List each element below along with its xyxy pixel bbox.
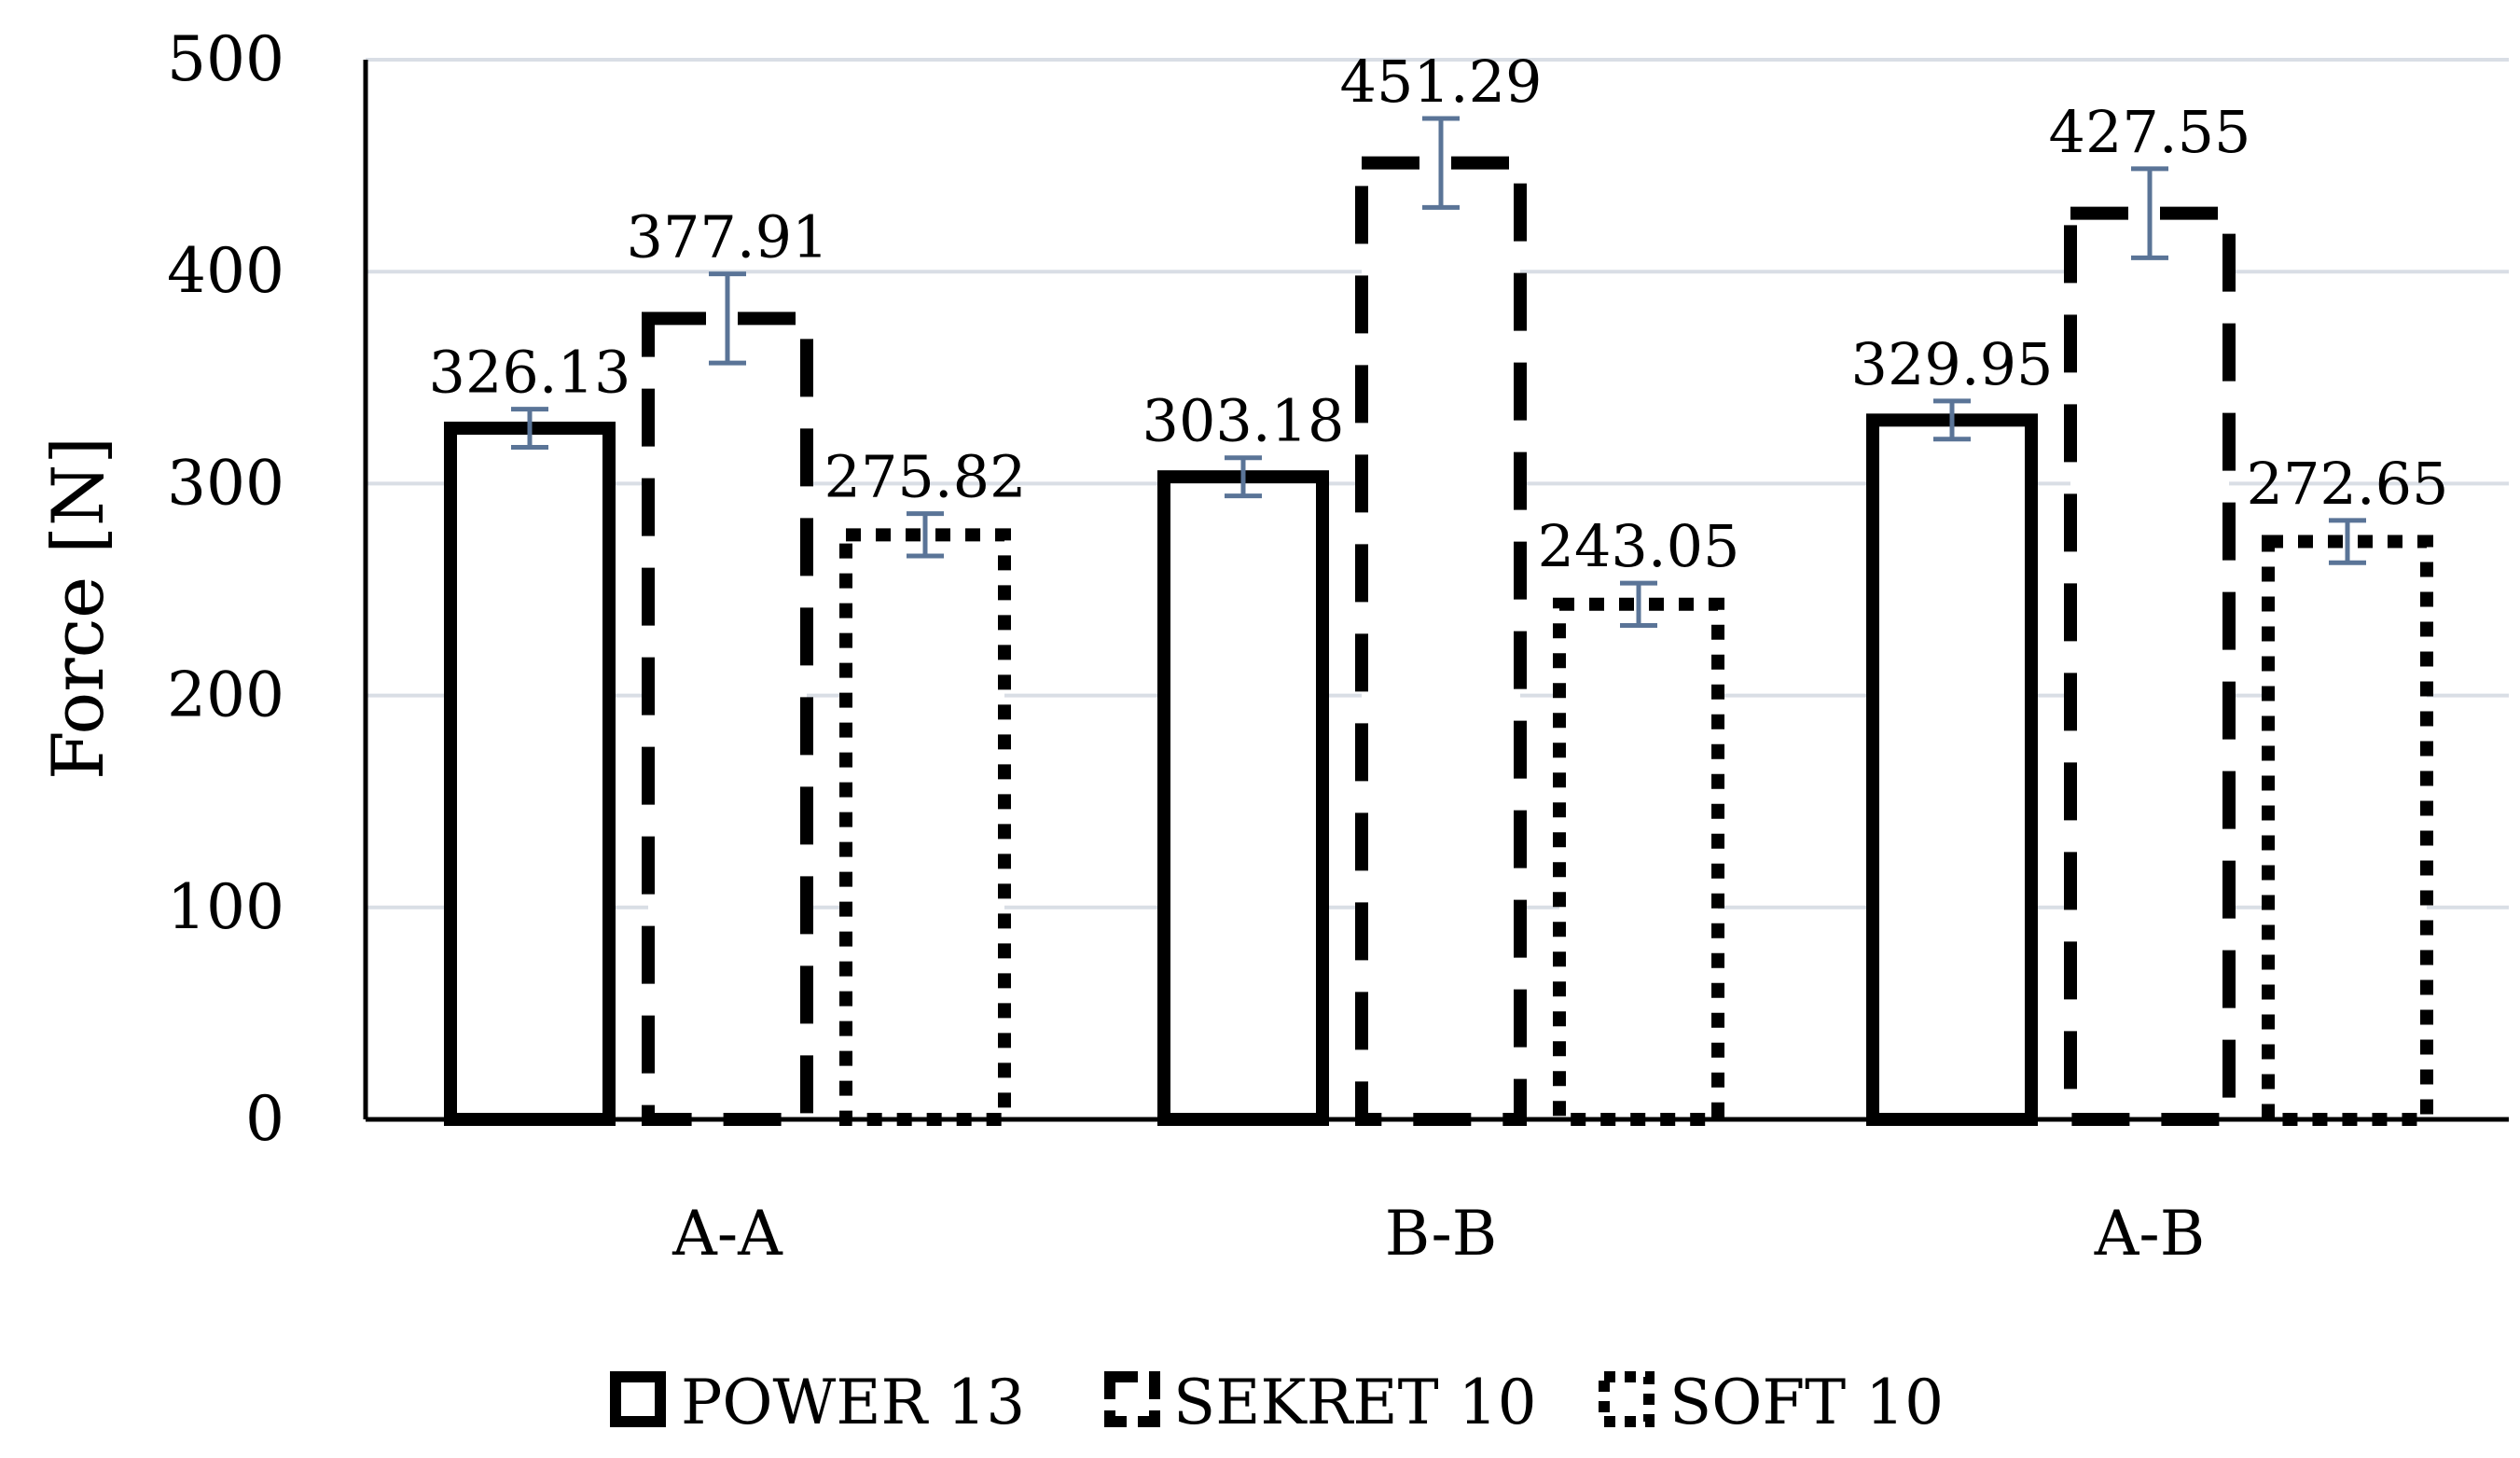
bar-power-13-b-b xyxy=(1157,470,1329,1126)
legend-swatch xyxy=(1599,1371,1655,1427)
bar-sekret-10-b-b xyxy=(1355,156,1527,1127)
error-bar xyxy=(2329,518,2366,565)
error-bar xyxy=(511,407,548,450)
error-bar xyxy=(1933,398,1971,442)
error-bar xyxy=(907,511,944,559)
y-tick-label: 500 xyxy=(167,23,284,95)
bar-sekret-10-a-a xyxy=(642,312,813,1126)
y-tick-label: 0 xyxy=(245,1083,284,1155)
y-tick-label: 100 xyxy=(167,871,284,943)
y-tick-label: 400 xyxy=(167,235,284,307)
error-bar xyxy=(709,271,746,366)
error-bar xyxy=(1225,455,1262,499)
data-label: 275.82 xyxy=(824,443,1027,511)
data-label: 303.18 xyxy=(1142,387,1345,455)
bar-soft-10-a-b xyxy=(2262,535,2433,1126)
legend-swatch xyxy=(610,1371,666,1427)
x-category-label: A-A xyxy=(672,1198,783,1270)
error-bar xyxy=(1620,580,1657,629)
legend-item-soft-10: SOFT 10 xyxy=(1599,1367,1944,1438)
data-label: 272.65 xyxy=(2247,450,2449,518)
legend-label: SOFT 10 xyxy=(1669,1367,1944,1438)
data-label: 243.05 xyxy=(1538,512,1740,580)
bar-soft-10-a-a xyxy=(839,528,1011,1126)
x-category-label: B-B xyxy=(1385,1198,1498,1270)
data-label: 451.29 xyxy=(1340,48,1543,116)
data-label: 377.91 xyxy=(627,203,829,271)
data-label: 427.55 xyxy=(2049,98,2251,166)
legend-label: POWER 13 xyxy=(681,1367,1025,1438)
y-tick-label: 200 xyxy=(167,660,284,731)
bar-power-13-a-b xyxy=(1866,413,2038,1127)
error-bar xyxy=(2131,166,2168,260)
bar-sekret-10-a-b xyxy=(2064,206,2236,1127)
error-bar xyxy=(1422,116,1460,210)
bar-soft-10-b-b xyxy=(1553,597,1724,1126)
legend-item-sekret-10: SEKRET 10 xyxy=(1104,1367,1537,1438)
legend-swatch xyxy=(1104,1371,1160,1427)
bar-power-13-a-a xyxy=(444,422,616,1126)
y-axis-title: Force [N] xyxy=(36,437,119,780)
legend-item-power-13: POWER 13 xyxy=(610,1367,1025,1438)
data-label: 326.13 xyxy=(429,339,631,407)
legend-label: SEKRET 10 xyxy=(1173,1367,1537,1438)
y-tick-label: 300 xyxy=(167,447,284,519)
data-label: 329.95 xyxy=(1851,330,2054,398)
x-category-label: A-B xyxy=(2094,1198,2205,1270)
